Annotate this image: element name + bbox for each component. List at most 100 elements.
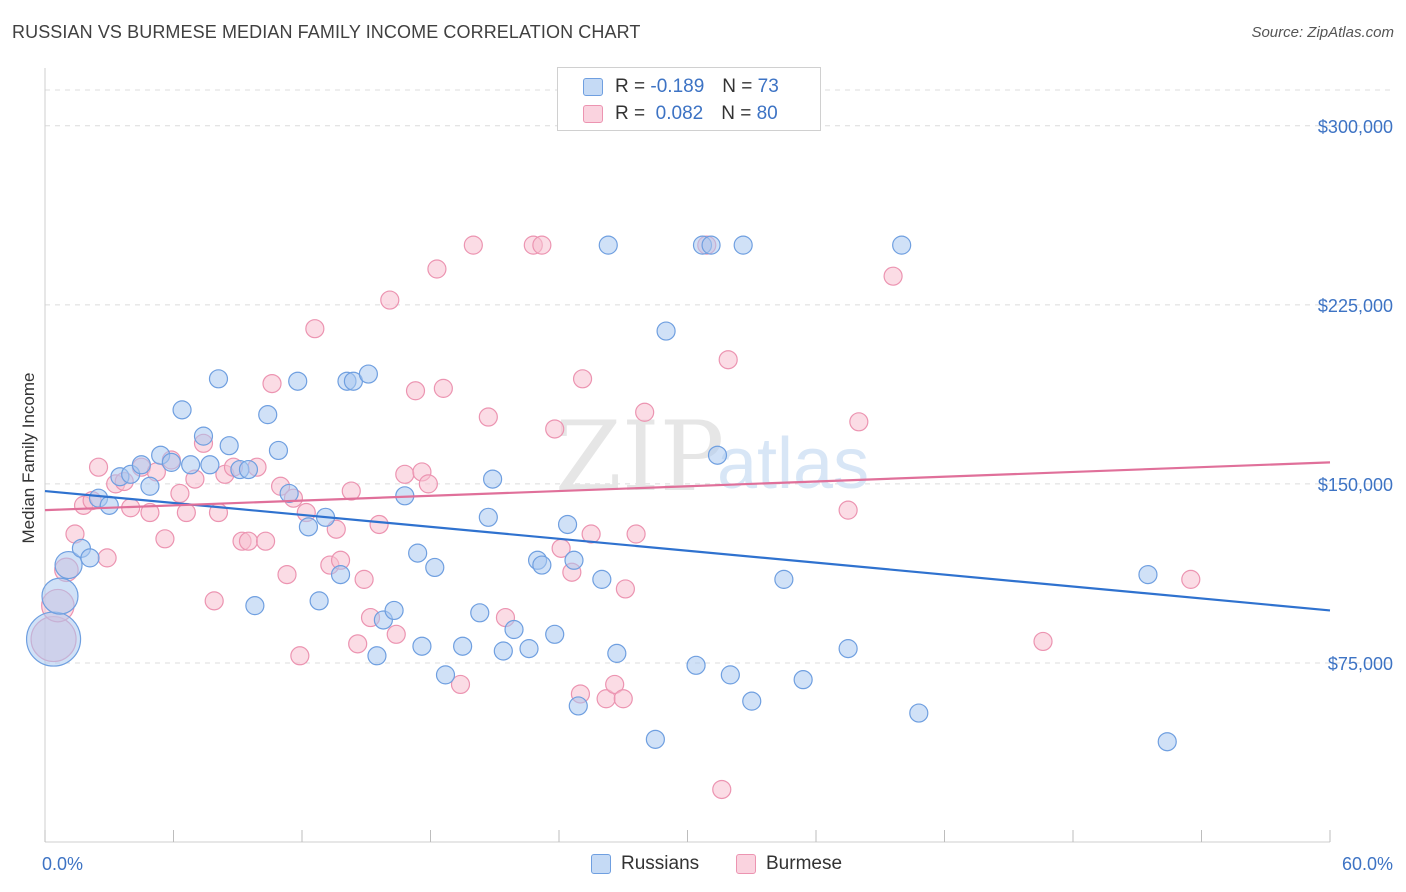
russians-point [892, 235, 912, 255]
russians-point [435, 665, 456, 685]
russians-trend-line [44, 489, 1331, 612]
russians-point [557, 514, 578, 535]
source-label: Source: ZipAtlas.com [1251, 24, 1394, 41]
burmese-point [427, 259, 447, 279]
russians-points [25, 235, 1177, 752]
russians-point [564, 550, 584, 570]
russians-legend-swatch [591, 854, 611, 874]
burmese-point [238, 531, 259, 551]
russians-point [793, 670, 813, 690]
burmese-point [581, 524, 601, 544]
russians-point [720, 665, 740, 685]
legend-n-label: N = [721, 103, 752, 124]
burmese-point [262, 374, 282, 394]
russians-point [412, 636, 432, 656]
burmese-point [354, 569, 374, 589]
russians-point [200, 455, 220, 475]
legend-r-value: 0.082 [655, 103, 704, 124]
watermark-atlas: atlas [717, 424, 869, 504]
burmese-point [326, 519, 346, 539]
russians-point [258, 405, 278, 425]
russians-point [1157, 732, 1177, 752]
russians-point [193, 426, 214, 446]
burmese-point [433, 378, 453, 398]
russians-point [478, 507, 498, 527]
russians-point [208, 369, 229, 389]
russians-point [330, 564, 351, 585]
chart-title: RUSSIAN VS BURMESE MEDIAN FAMILY INCOME … [12, 22, 641, 42]
legend-r-label: R = [615, 76, 646, 97]
russians-point [598, 235, 618, 255]
russians-point [99, 495, 119, 515]
russians-point [384, 600, 404, 621]
russians-point [161, 452, 181, 472]
russians-point [268, 440, 289, 461]
russians-point [568, 696, 588, 716]
burmese-point [545, 419, 565, 439]
burmese-point [369, 514, 389, 535]
burmese-point [405, 381, 426, 401]
russians-point [367, 646, 387, 666]
russians-point [408, 543, 428, 563]
russians-point [25, 611, 82, 667]
burmese-point [386, 624, 406, 644]
y-axis-title: Median Family Income [19, 372, 38, 543]
burmese-point [450, 674, 471, 695]
stats-legend: R = -0.189 N = 73 R = 0.082 N = 80 [557, 67, 821, 131]
burmese-point [395, 464, 415, 484]
burmese-point [255, 531, 276, 551]
russians-point [181, 455, 201, 475]
russians-point [909, 703, 929, 723]
russians-swatch [583, 78, 603, 96]
burmese-point [615, 579, 635, 599]
burmese-point [204, 591, 224, 611]
burmese-point [605, 674, 625, 695]
legend-n-value: 73 [757, 76, 779, 97]
russians-point [504, 619, 524, 640]
y-tick-label: $300,000 [1318, 117, 1393, 137]
russians-point [238, 459, 259, 480]
x-tick-label-max: 60.0% [1342, 854, 1393, 874]
burmese-point [341, 481, 361, 501]
russians-point [279, 483, 299, 504]
russians-point [309, 591, 329, 611]
russians-point [519, 639, 539, 659]
legend-row-russians: R = -0.189 N = 73 [583, 75, 779, 99]
y-tick-label: $75,000 [1328, 654, 1393, 674]
burmese-points [30, 235, 1201, 800]
russians-point [532, 555, 552, 575]
russians-point [245, 596, 265, 616]
burmese-trend-line [44, 461, 1331, 512]
burmese-point [718, 350, 738, 370]
russians-point [54, 550, 83, 580]
burmese-swatch [583, 105, 603, 123]
legend-r-value: -0.189 [650, 76, 705, 97]
russians-point [1138, 564, 1158, 585]
legend-item-burmese[interactable]: Burmese [736, 852, 842, 876]
russians-point [80, 548, 100, 568]
russians-point [838, 639, 858, 659]
burmese-point [88, 457, 109, 477]
burmese-point [277, 564, 297, 585]
russians-point [453, 636, 473, 656]
russians-point [742, 691, 762, 711]
russians-point [298, 517, 319, 537]
russians-point [592, 569, 612, 589]
burmese-point [290, 646, 310, 666]
russians-point [733, 235, 753, 255]
y-tick-label: $225,000 [1318, 296, 1393, 316]
burmese-point [463, 235, 483, 255]
burmese-point [849, 412, 869, 432]
legend-item-russians[interactable]: Russians [591, 852, 699, 876]
burmese-point [478, 407, 498, 427]
legend-n-value: 80 [756, 103, 778, 124]
burmese-legend-swatch [736, 854, 756, 874]
burmese-point [883, 266, 903, 286]
burmese-point [140, 502, 160, 523]
russians-point [140, 476, 160, 496]
legend-n-label: N = [722, 76, 753, 97]
burmese-point [838, 500, 858, 520]
burmese-point [170, 483, 190, 504]
burmese-point [418, 474, 438, 494]
russians-point [545, 624, 565, 644]
